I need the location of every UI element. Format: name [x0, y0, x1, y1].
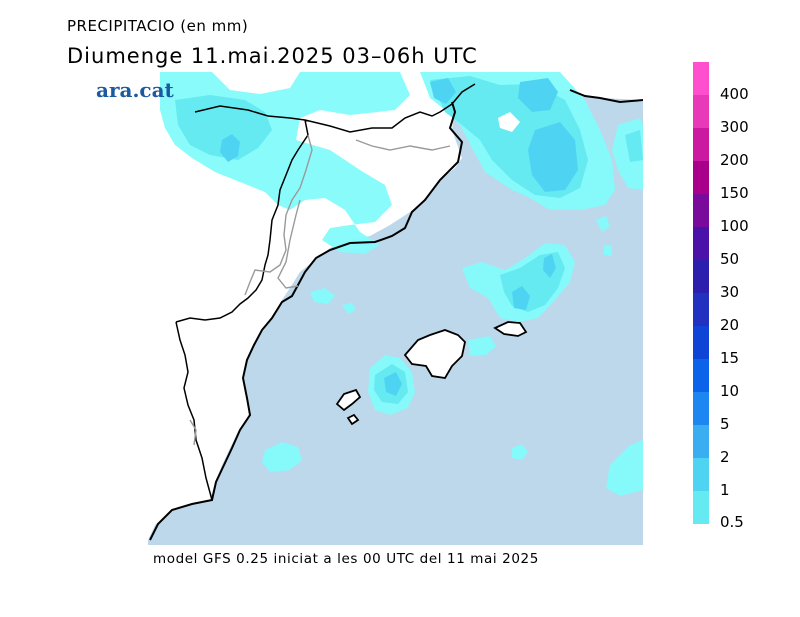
- legend-swatch: [693, 359, 709, 392]
- precipitation-map: [148, 72, 643, 545]
- dry-patch: [212, 72, 300, 94]
- legend-label: 10: [720, 382, 740, 400]
- legend-swatch: [693, 95, 709, 128]
- menorca-island: [493, 321, 528, 337]
- legend-swatch: [693, 491, 709, 524]
- legend-swatch: [693, 62, 709, 95]
- country-border: [175, 83, 476, 501]
- legend-swatch: [693, 425, 709, 458]
- map-subtitle-date: Diumenge 11.mai.2025 03–06h UTC: [67, 44, 478, 68]
- mallorca-island: [403, 329, 466, 379]
- legend-label: 0.5: [720, 513, 744, 531]
- legend-swatch: [693, 458, 709, 491]
- legend-label: 300: [720, 118, 749, 136]
- province-border: [189, 134, 451, 446]
- legend-label: 150: [720, 184, 749, 202]
- legend-swatch: [693, 194, 709, 227]
- legend-label: 2: [720, 448, 730, 466]
- legend-swatch: [693, 326, 709, 359]
- model-footer: model GFS 0.25 iniciat a les 00 UTC del …: [153, 551, 539, 567]
- legend-label: 30: [720, 283, 740, 301]
- legend-label: 200: [720, 151, 749, 169]
- legend-label: 1: [720, 481, 730, 499]
- legend-swatch: [693, 161, 709, 194]
- dry-patch-2: [498, 112, 520, 132]
- formentera-island: [346, 413, 360, 426]
- legend-swatch: [693, 227, 709, 260]
- coastline: [149, 89, 643, 541]
- legend-label: 15: [720, 349, 740, 367]
- map-title: PRECIPITACIO (en mm): [67, 17, 249, 35]
- precip-heavy: [220, 78, 578, 396]
- legend-swatch: [693, 392, 709, 425]
- legend-label: 50: [720, 250, 740, 268]
- ara-cat-logo: ara.cat: [96, 78, 174, 102]
- legend-swatch: [693, 260, 709, 293]
- legend-label: 400: [720, 85, 749, 103]
- legend-label: 20: [720, 316, 740, 334]
- legend-label: 5: [720, 415, 730, 433]
- ibiza-island: [335, 388, 362, 412]
- legend-swatch: [693, 293, 709, 326]
- legend-label: 100: [720, 217, 749, 235]
- legend-swatch: [693, 128, 709, 161]
